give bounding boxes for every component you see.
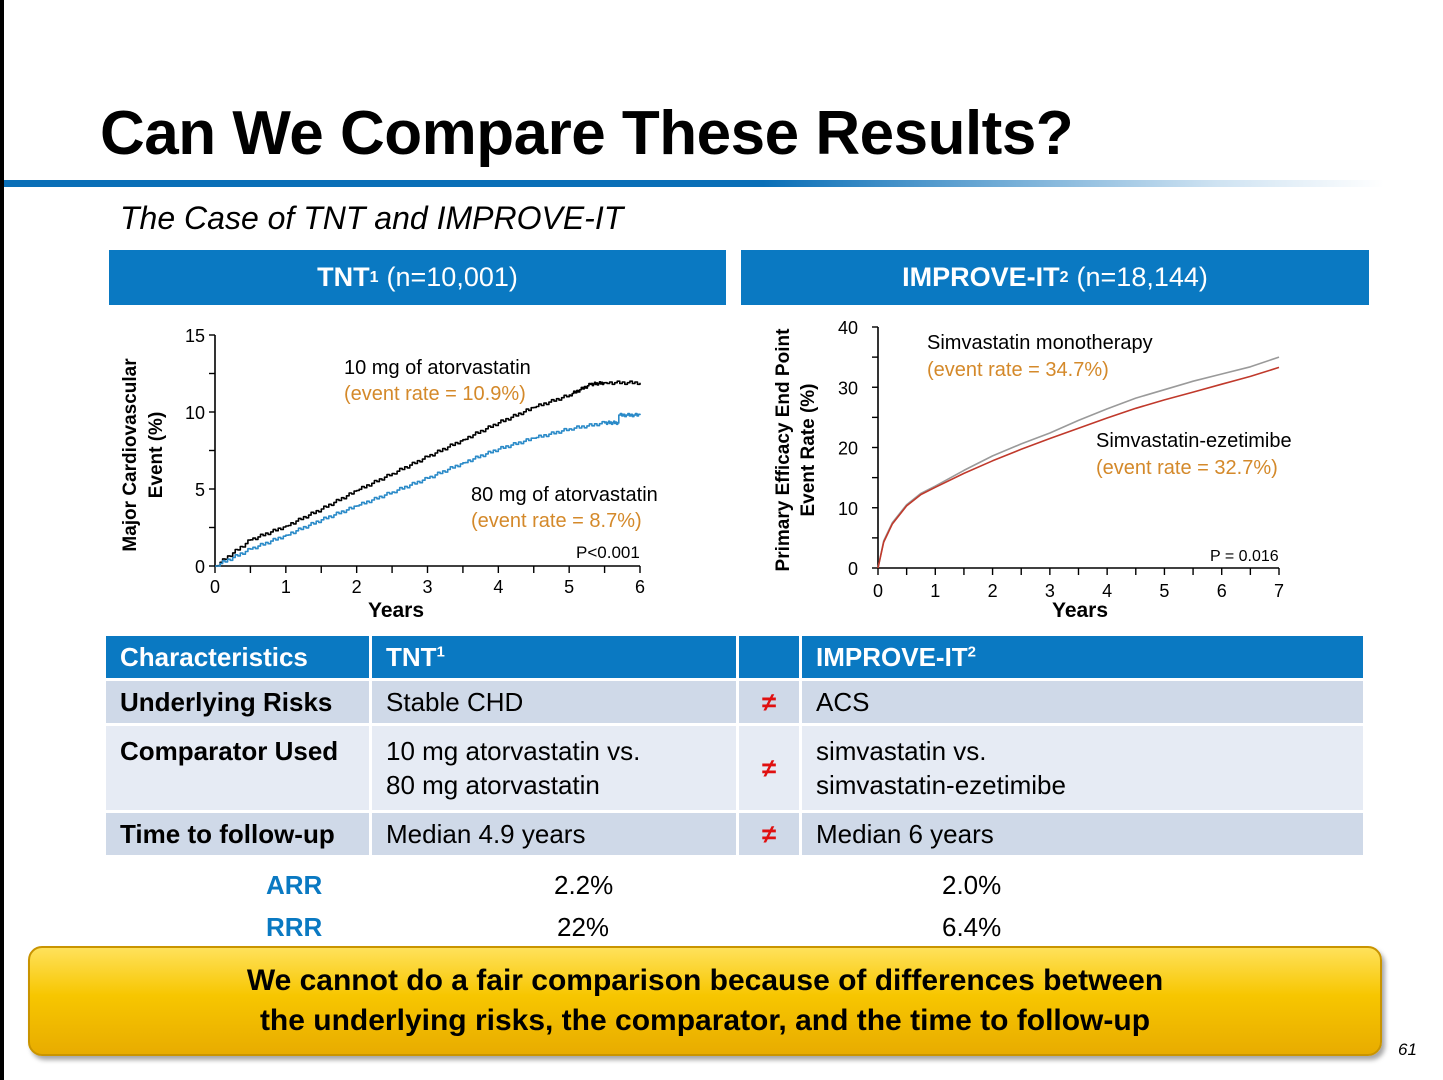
tnt-y-tick-label: 10	[185, 403, 205, 423]
tnt-y-tick-label: 0	[195, 557, 205, 577]
tnt-x-tick-label: 2	[352, 577, 362, 597]
improve-x-tick-label: 7	[1274, 581, 1284, 601]
improve-panel-n: (n=18,144)	[1076, 262, 1208, 292]
rrr-label: RRR	[266, 912, 323, 942]
improve-panel-ref: 2	[1059, 268, 1069, 286]
slide-left-edge	[0, 0, 4, 1080]
table-row: Comparator Used 10 mg atorvastatin vs. 8…	[103, 723, 1366, 813]
row-improve-value: Median 6 years	[799, 810, 1366, 858]
tnt-x-tick-label: 0	[210, 577, 220, 597]
improve-ylabel-line2: Event Rate (%)	[798, 383, 819, 516]
tnt-p-value: P<0.001	[576, 543, 640, 562]
row-improve-value: simvastatin vs. simvastatin-ezetimibe	[799, 723, 1366, 813]
tnt-x-tick-label: 6	[635, 577, 645, 597]
row-tnt-line: 80 mg atorvastatin	[386, 770, 600, 800]
title-divider	[4, 180, 1384, 187]
slide-title: Can We Compare These Results?	[100, 99, 1074, 168]
arr-label: ARR	[266, 870, 323, 900]
row-improve-line: simvastatin vs.	[816, 736, 987, 766]
not-equal-sign: ≠	[736, 810, 802, 858]
tnt-panel-n: (n=10,001)	[386, 262, 518, 292]
improve-p-value: P = 0.016	[1210, 548, 1279, 565]
rrr-improve-value: 6.4%	[942, 912, 1002, 942]
table-header-improve: IMPROVE-IT2	[799, 633, 1366, 681]
table-header-row: Characteristics TNT1 IMPROVE-IT2	[103, 633, 1366, 681]
characteristics-table: Characteristics TNT1 IMPROVE-IT2 Underly…	[103, 633, 1366, 858]
row-tnt-value: Median 4.9 years	[369, 810, 739, 858]
improve-x-tick-label: 5	[1159, 581, 1169, 601]
arr-improve-value: 2.0%	[942, 870, 1002, 900]
not-equal-sign: ≠	[736, 723, 802, 813]
improve-x-tick-label: 4	[1102, 581, 1112, 601]
slide-subtitle: The Case of TNT and IMPROVE-IT	[120, 200, 624, 236]
row-label: Time to follow-up	[103, 810, 372, 858]
tnt-series2-label: 80 mg of atorvastatin	[471, 484, 658, 506]
not-equal-sign: ≠	[736, 678, 802, 726]
improve-y-tick-label: 20	[838, 439, 858, 459]
tnt-series-2-line	[215, 412, 641, 567]
page-number: 61	[1398, 1040, 1417, 1059]
arr-tnt-value: 2.2%	[554, 870, 614, 900]
conclusion-callout: We cannot do a fair comparison because o…	[28, 946, 1382, 1056]
improve-xlabel: Years	[1052, 599, 1108, 622]
tnt-panel-header: TNT 1 (n=10,001)	[109, 250, 726, 305]
row-tnt-value: Stable CHD	[369, 678, 739, 726]
rrr-tnt-value: 22%	[557, 912, 610, 942]
tnt-x-tick-label: 1	[281, 577, 291, 597]
improve-y-tick-label: 30	[838, 378, 858, 398]
improve-x-tick-label: 0	[873, 581, 883, 601]
improve-panel-header: IMPROVE-IT 2 (n=18,144)	[741, 250, 1369, 305]
table-header-characteristics: Characteristics	[103, 633, 372, 681]
tnt-xlabel: Years	[368, 599, 424, 622]
improve-series2-annotation: (event rate = 32.7%)	[1096, 457, 1278, 479]
tnt-y-tick-label: 5	[195, 480, 205, 500]
row-tnt-line: 10 mg atorvastatin vs.	[386, 736, 641, 766]
table-row: Underlying Risks Stable CHD ≠ ACS	[103, 678, 1366, 726]
table-header-neq	[736, 633, 802, 681]
tnt-y-tick-label: 15	[185, 326, 205, 346]
improve-panel-name: IMPROVE-IT	[902, 262, 1060, 292]
improve-y-tick-label: 40	[838, 318, 858, 338]
tnt-series1-annotation: (event rate = 10.9%)	[344, 383, 526, 405]
improve-series2-label: Simvastatin-ezetimibe	[1096, 430, 1292, 452]
row-improve-line: simvastatin-ezetimibe	[816, 770, 1066, 800]
improve-x-tick-label: 2	[988, 581, 998, 601]
row-label: Underlying Risks	[103, 678, 372, 726]
improve-series1-annotation: (event rate = 34.7%)	[927, 359, 1109, 381]
tnt-x-tick-label: 4	[493, 577, 503, 597]
row-label: Comparator Used	[103, 723, 372, 813]
tnt-series-1-line	[215, 380, 641, 567]
improve-x-tick-label: 3	[1045, 581, 1055, 601]
tnt-panel-ref: 1	[369, 268, 379, 286]
improve-series1-label: Simvastatin monotherapy	[927, 332, 1153, 354]
table-header-tnt: TNT1	[369, 633, 739, 681]
improve-y-tick-label: 10	[838, 499, 858, 519]
tnt-ylabel-line1: Major Cardiovascular	[120, 358, 141, 552]
tnt-x-tick-label: 3	[422, 577, 432, 597]
improve-x-tick-label: 1	[930, 581, 940, 601]
tnt-series2-annotation: (event rate = 8.7%)	[471, 510, 642, 532]
table-row: Time to follow-up Median 4.9 years ≠ Med…	[103, 810, 1366, 858]
improve-y-tick-label: 0	[848, 559, 858, 579]
tnt-ylabel-line2: Event (%)	[146, 412, 167, 499]
row-tnt-value: 10 mg atorvastatin vs. 80 mg atorvastati…	[369, 723, 739, 813]
tnt-x-tick-label: 5	[564, 577, 574, 597]
tnt-panel-name: TNT	[317, 262, 370, 292]
row-improve-value: ACS	[799, 678, 1366, 726]
improve-series-2-line	[877, 366, 1280, 569]
callout-line-2: the underlying risks, the comparator, an…	[259, 1004, 1151, 1037]
callout-line-1: We cannot do a fair comparison because o…	[246, 964, 1164, 997]
improve-ylabel-line1: Primary Efficacy End Point	[773, 328, 794, 572]
improve-x-tick-label: 6	[1217, 581, 1227, 601]
tnt-series1-label: 10 mg of atorvastatin	[344, 357, 531, 379]
